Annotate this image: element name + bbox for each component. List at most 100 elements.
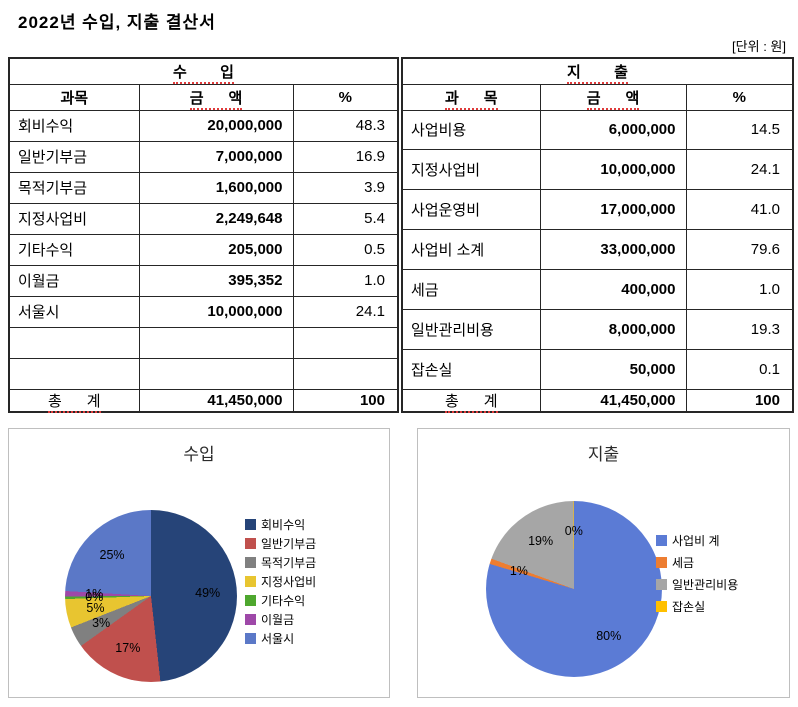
legend-swatch [245,595,256,606]
table-row [8,326,399,359]
cell-pct: 24.1 [685,149,794,191]
page-title: 2022년 수입, 지출 결산서 [18,13,216,32]
expense-chart-panel: 지출 80% 1% 19% 0% 사업비 계 세금 일반관리비용 잡손실 [417,428,790,698]
header-text: 과 목 [444,89,498,110]
legend-label: 일반기부금 [261,537,317,551]
cell-pct: 0.5 [292,233,399,266]
expense-table: 지 출 과 목 금 액 % 사업비용 6,000,000 14.5 지정사업비 10,0… [401,57,794,413]
legend-swatch [245,519,256,530]
cell-amount: 6,000,000 [539,109,687,151]
table-row: 일반관리비용 8,000,000 19.3 [401,309,794,351]
cell-category: 잡손실 [401,349,541,390]
legend-swatch [245,576,256,587]
cell-pct: 14.5 [685,109,794,151]
header-text: 금 액 [586,89,640,110]
expense-table-body: 사업비용 6,000,000 14.5 지정사업비 10,000,000 24.1 사업운영… [401,109,794,390]
table-row: 이월금 395,352 1.0 [8,264,399,297]
table-row: 세금 400,000 1.0 [401,269,794,311]
pie-slice-label: 5% [86,600,105,615]
legend-item: 일반관리비용 [656,573,738,595]
legend-swatch [656,600,667,612]
legend-item: 서울시 [245,629,316,648]
expense-table-header-row: 과 목 금 액 % [401,83,794,111]
cell-category: 사업비용 [401,109,541,151]
income-total-amount: 41,450,000 [138,389,294,413]
pie-slice-label: 25% [99,547,125,562]
table-row: 사업비 소계 33,000,000 79.6 [401,229,794,271]
cell-pct: 1.0 [685,269,794,311]
pie-slice-label: 0% [564,523,583,538]
legend-item: 기타수익 [245,591,316,610]
cell-amount: 205,000 [138,233,294,266]
cell-category: 지정사업비 [8,202,140,235]
cell-amount: 8,000,000 [539,309,687,351]
expense-chart-legend: 사업비 계 세금 일반관리비용 잡손실 [656,529,738,617]
pie-slice-label: 19% [528,534,554,549]
legend-swatch [656,578,667,590]
legend-item: 지정사업비 [245,572,316,591]
expense-total-label: 총 계 [401,389,541,413]
cell-category: 기타수익 [8,233,140,266]
cell-category: 이월금 [8,264,140,297]
pie-slice-label: 1% [85,587,104,602]
cell-amount: 2,249,648 [138,202,294,235]
income-total-pct: 100 [292,389,399,413]
cell-category: 일반관리비용 [401,309,541,351]
legend-label: 일반관리비용 [672,577,739,592]
expense-total-row: 총 계 41,450,000 100 [401,389,794,413]
table-row [8,357,399,391]
expense-col-header-pct: % [685,83,794,111]
table-row: 일반기부금 7,000,000 16.9 [8,140,399,173]
cell-pct [292,357,399,391]
cell-amount [138,326,294,359]
cell-pct: 79.6 [685,229,794,271]
header-text: 과목 [60,89,89,107]
cell-amount: 7,000,000 [138,140,294,173]
cell-pct: 41.0 [685,189,794,231]
cell-category: 회비수익 [8,109,140,142]
income-col-header-pct: % [292,83,399,111]
legend-label: 지정사업비 [261,575,317,589]
tables-region: 수 입 과목 금 액 % 회비수익 20,000,000 48.3 일반기부금 7,00… [8,57,794,413]
header-text: % [732,88,746,106]
cell-amount: 400,000 [539,269,687,311]
income-table-title: 수 입 [8,57,399,85]
legend-item: 사업비 계 [656,529,738,551]
cell-pct: 5.4 [292,202,399,235]
cell-amount: 20,000,000 [138,109,294,142]
cell-amount: 10,000,000 [539,149,687,191]
income-total-row: 총 계 41,450,000 100 [8,389,399,413]
legend-swatch [656,556,667,568]
cell-amount: 17,000,000 [539,189,687,231]
table-row: 기타수익 205,000 0.5 [8,233,399,266]
legend-swatch [245,557,256,568]
income-chart-panel: 수입 49% 17% 3% 5% 0% 1% 25% 회비수익 일반기부금 목적기부금 지정사업비… [8,428,390,698]
header-text: 금 액 [189,89,243,110]
cell-pct: 24.1 [292,295,399,328]
unit-label: [단위 : 원] [732,39,786,54]
legend-swatch [245,538,256,549]
cell-category: 목적기부금 [8,171,140,204]
legend-swatch [245,614,256,625]
cell-amount: 33,000,000 [539,229,687,271]
income-pie-chart: 49% 17% 3% 5% 0% 1% 25% [65,510,237,682]
legend-item: 회비수익 [245,515,316,534]
legend-label: 목적기부금 [261,556,317,570]
legend-item: 목적기부금 [245,553,316,572]
header-text: % [338,88,352,106]
income-col-header-amount: 금 액 [138,83,294,111]
legend-label: 서울시 [261,632,295,646]
cell-pct: 16.9 [292,140,399,173]
cell-amount [138,357,294,391]
cell-pct [292,326,399,359]
cell-category: 사업비 소계 [401,229,541,271]
table-row: 회비수익 20,000,000 48.3 [8,109,399,142]
table-row: 목적기부금 1,600,000 3.9 [8,171,399,204]
cell-pct: 19.3 [685,309,794,351]
cell-amount: 1,600,000 [138,171,294,204]
cell-pct: 0.1 [685,349,794,390]
legend-label: 세금 [672,555,695,570]
legend-swatch [245,633,256,644]
pie-slice-label: 49% [195,585,221,600]
income-table-title-row: 수 입 [8,57,399,85]
